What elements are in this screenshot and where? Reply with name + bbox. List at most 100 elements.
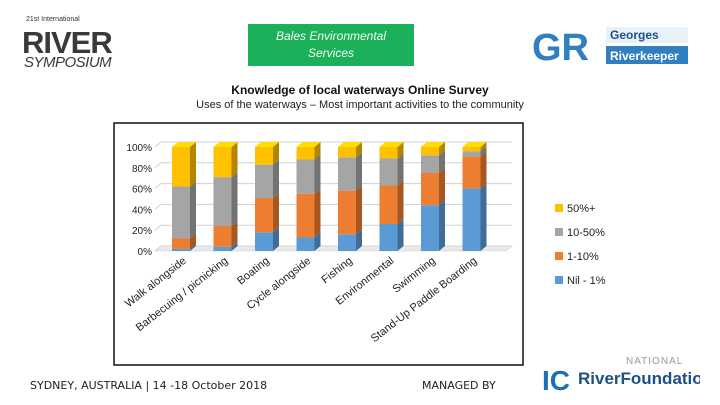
bar-front bbox=[421, 155, 439, 173]
bar-side bbox=[190, 142, 196, 187]
legend-label: Nil - 1% bbox=[567, 275, 606, 287]
gridline bbox=[154, 204, 162, 210]
x-tick-label: Walk alongside bbox=[123, 255, 189, 310]
bar-segment bbox=[296, 142, 321, 160]
bar-front bbox=[296, 159, 315, 194]
bar-side bbox=[356, 142, 362, 158]
bar-front bbox=[379, 158, 398, 186]
bar-segment bbox=[379, 180, 404, 224]
bar-top bbox=[379, 142, 404, 147]
bar-top bbox=[172, 142, 196, 147]
x-tick-label: Cycle alongside bbox=[245, 255, 314, 312]
rf-national: NATIONAL bbox=[626, 356, 683, 367]
legend-swatch bbox=[555, 204, 563, 212]
bar-segment bbox=[255, 142, 279, 165]
x-tick-label: Stand-Up Paddle Boarding bbox=[369, 255, 480, 345]
bar-front bbox=[379, 223, 398, 251]
bar-front bbox=[172, 186, 190, 239]
bar-front bbox=[421, 205, 439, 251]
bar-side bbox=[356, 185, 362, 235]
bar-segment bbox=[338, 152, 362, 191]
bar-segment bbox=[462, 142, 487, 152]
x-tick-label: Barbecuing / picnicking bbox=[134, 255, 231, 334]
bar-front bbox=[379, 147, 398, 159]
bar-side bbox=[231, 172, 238, 227]
bar-segment bbox=[462, 146, 487, 157]
chart-floor bbox=[154, 245, 513, 252]
bar-segment bbox=[172, 181, 196, 239]
georges-riverkeeper-logo: GR Georges Riverkeeper bbox=[532, 27, 688, 66]
bar-front bbox=[462, 188, 481, 251]
bar-side bbox=[397, 218, 404, 251]
survey-title: Knowledge of local waterways Online Surv… bbox=[231, 83, 489, 97]
bar-side bbox=[480, 151, 487, 189]
bar-side bbox=[439, 150, 445, 173]
bar-segment bbox=[255, 227, 279, 251]
bar-side bbox=[273, 227, 279, 251]
bar-segment bbox=[338, 229, 362, 251]
bar-side bbox=[273, 192, 279, 233]
bar-front bbox=[296, 147, 315, 160]
bar-front bbox=[296, 237, 315, 251]
bar-front bbox=[255, 147, 273, 165]
bar-front bbox=[462, 156, 481, 189]
bar-front bbox=[172, 238, 190, 249]
bar-side bbox=[314, 154, 321, 194]
bar-front bbox=[338, 157, 356, 191]
bar-side bbox=[439, 142, 445, 156]
bar-side bbox=[273, 142, 279, 165]
x-tick-label: Environmental bbox=[334, 255, 397, 308]
bar-segment bbox=[172, 233, 196, 249]
bar-side bbox=[356, 152, 362, 191]
bar-side bbox=[439, 168, 445, 206]
bar-segment bbox=[462, 151, 487, 189]
footer-event-info: SYDNEY, AUSTRALIA | 14 -18 October 2018 bbox=[30, 379, 268, 392]
bar-top bbox=[421, 142, 445, 147]
bar-side bbox=[397, 153, 404, 186]
bar-front bbox=[213, 226, 232, 247]
bar-front bbox=[172, 248, 190, 251]
bar-segment bbox=[379, 153, 404, 186]
bar-side bbox=[439, 200, 445, 251]
y-tick-label: 80% bbox=[132, 164, 152, 175]
rf-initials: IC bbox=[542, 365, 570, 396]
bar-segment bbox=[213, 241, 238, 251]
bar-top bbox=[296, 142, 321, 147]
river-logo-line3: SYMPOSIUM bbox=[24, 54, 112, 71]
bar-front bbox=[338, 147, 356, 158]
bar-side bbox=[314, 188, 321, 238]
x-tick-label: Swimming bbox=[390, 255, 437, 296]
bar-front bbox=[255, 164, 273, 198]
bar-segment bbox=[338, 185, 362, 235]
chart-frame bbox=[113, 122, 524, 366]
river-logo-line2: RIVER bbox=[22, 25, 113, 60]
bar-top bbox=[462, 142, 487, 147]
bar-segment bbox=[255, 159, 279, 198]
bales-line1: Bales Environmental bbox=[275, 29, 387, 43]
x-tick-label: Boating bbox=[235, 255, 272, 287]
bar-side bbox=[397, 142, 404, 159]
legend-swatch bbox=[555, 252, 563, 260]
gridline bbox=[154, 224, 162, 231]
bar-front bbox=[255, 232, 273, 251]
y-tick-label: 0% bbox=[138, 247, 153, 258]
bar-side bbox=[231, 142, 238, 178]
bar-segment bbox=[421, 200, 445, 251]
bar-top bbox=[255, 142, 279, 147]
bales-logo: Bales Environmental Services bbox=[248, 24, 414, 66]
bar-front bbox=[172, 147, 190, 187]
bar-front bbox=[255, 197, 273, 233]
bar-front bbox=[213, 246, 232, 251]
gridline bbox=[154, 141, 162, 148]
bar-front bbox=[338, 190, 356, 235]
bar-segment bbox=[296, 154, 321, 194]
gridline bbox=[154, 162, 162, 169]
bar-segment bbox=[379, 142, 404, 159]
bar-front bbox=[462, 151, 481, 157]
bar-segment bbox=[462, 183, 487, 251]
bar-segment bbox=[255, 192, 279, 233]
bar-segment bbox=[296, 188, 321, 238]
bar-segment bbox=[213, 172, 238, 227]
bar-side bbox=[314, 142, 321, 160]
bar-segment bbox=[421, 168, 445, 206]
